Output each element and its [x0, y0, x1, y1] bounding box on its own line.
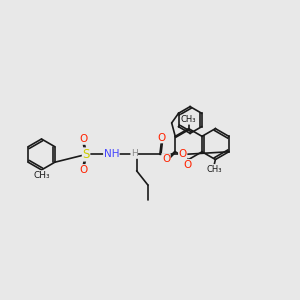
Text: S: S [82, 148, 90, 161]
Text: H: H [131, 149, 138, 158]
Text: CH₃: CH₃ [206, 164, 222, 173]
Text: CH₃: CH₃ [181, 115, 197, 124]
Text: O: O [158, 133, 166, 143]
Text: O: O [184, 160, 192, 170]
Text: NH: NH [103, 149, 119, 159]
Text: O: O [80, 165, 88, 175]
Text: CH₃: CH₃ [33, 171, 50, 180]
Text: O: O [178, 149, 187, 160]
Text: O: O [162, 154, 170, 164]
Text: O: O [80, 134, 88, 144]
